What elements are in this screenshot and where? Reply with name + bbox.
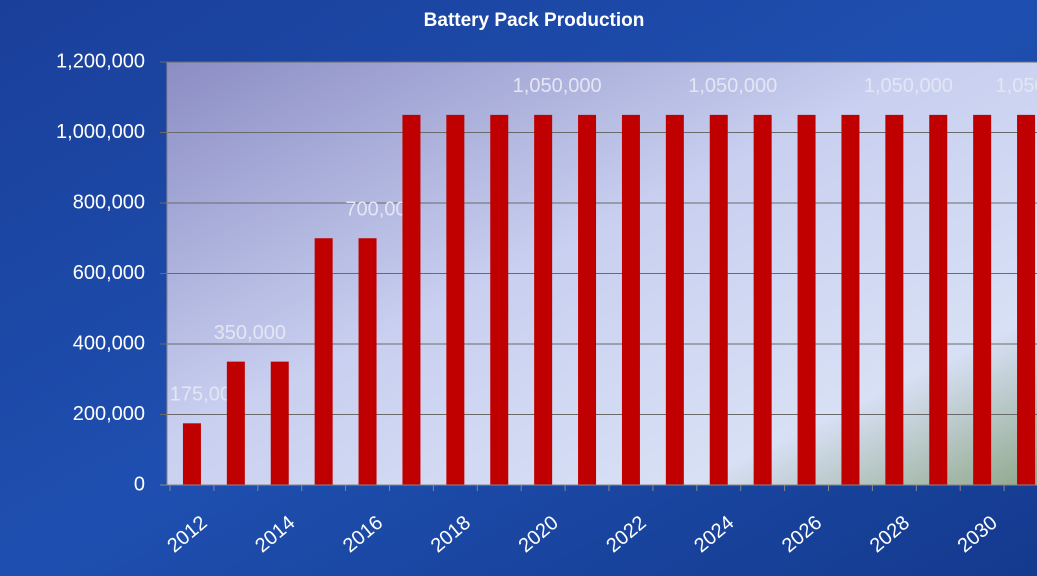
y-tick-label: 1,000,000	[56, 121, 145, 143]
bar	[1017, 114, 1036, 485]
bar	[490, 114, 509, 485]
bar	[182, 423, 201, 485]
bar	[402, 114, 421, 485]
y-tick-label: 200,000	[73, 403, 145, 425]
bar	[929, 114, 948, 485]
data-label: 700,000	[345, 199, 417, 221]
bar	[885, 114, 904, 485]
data-label: 1,050,000	[864, 75, 953, 97]
bar	[314, 238, 333, 485]
data-label: 175,000	[170, 384, 242, 406]
bar	[358, 238, 377, 485]
bar	[665, 114, 684, 485]
y-tick-label: 400,000	[73, 332, 145, 354]
y-tick-label: 600,000	[73, 262, 145, 284]
bar	[621, 114, 640, 485]
bar	[226, 361, 245, 485]
bar	[534, 114, 553, 485]
bar	[753, 114, 772, 485]
data-label: 350,000	[214, 322, 286, 344]
data-label: 1,050,000	[688, 75, 777, 97]
y-tick-label: 800,000	[73, 191, 145, 213]
data-label: 1,050,000	[513, 75, 602, 97]
y-tick-label: 1,200,000	[56, 50, 145, 72]
bar	[578, 114, 597, 485]
bar	[841, 114, 860, 485]
bar	[797, 114, 816, 485]
bar	[973, 114, 992, 485]
data-label: 1,050,000	[996, 75, 1037, 97]
bar	[446, 114, 465, 485]
bar	[709, 114, 728, 485]
y-tick-label: 0	[134, 473, 145, 495]
chart-title: Battery Pack Production	[424, 10, 645, 31]
bar	[270, 361, 289, 485]
